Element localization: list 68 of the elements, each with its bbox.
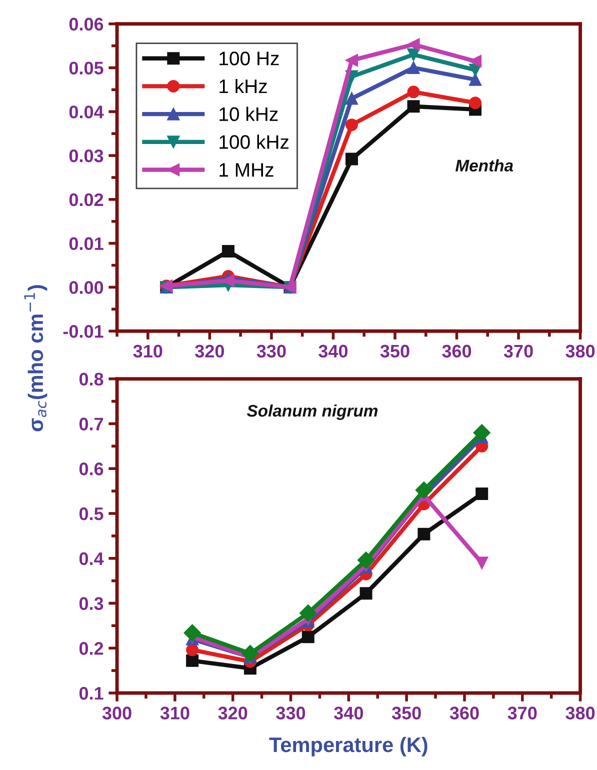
point xyxy=(222,244,234,258)
y-tick-label: -0.01 xyxy=(63,325,104,338)
x-tick-label: 370 xyxy=(508,706,537,720)
y-tick-label: 0.3 xyxy=(79,597,104,610)
point xyxy=(407,86,420,98)
x-tick-label: 350 xyxy=(380,344,410,358)
legend-label: 10 kHz xyxy=(220,106,278,122)
annotation: Solanum nigrum xyxy=(246,404,378,420)
x-tick-label: 330 xyxy=(276,706,306,720)
point xyxy=(469,96,482,110)
y-tick-label: 0.4 xyxy=(79,552,104,566)
point xyxy=(407,100,420,113)
x-tick-label: 310 xyxy=(160,706,190,720)
legend-label: 1 MHz xyxy=(220,163,274,177)
point xyxy=(186,644,199,656)
point xyxy=(186,654,199,667)
point xyxy=(407,62,420,74)
point xyxy=(469,54,482,68)
y-tick-label: 0.1 xyxy=(79,686,104,700)
point xyxy=(300,604,317,622)
x-tick-label: 320 xyxy=(195,344,224,358)
point xyxy=(345,92,358,105)
legend-label: 1 kHz xyxy=(220,78,267,94)
y-tick-label: 0.00 xyxy=(69,281,104,294)
x-tick-label: 370 xyxy=(504,344,533,358)
point xyxy=(357,552,375,569)
point xyxy=(242,644,259,662)
y-tick-label: 0.6 xyxy=(79,462,104,476)
point xyxy=(476,487,488,500)
y-tick-label: 0.2 xyxy=(79,642,104,655)
x-tick-label: 300 xyxy=(102,706,132,720)
y-tick-label: 0.06 xyxy=(69,18,104,31)
point xyxy=(345,152,358,166)
point xyxy=(302,630,314,644)
point xyxy=(469,73,482,86)
x-axis-title: Temperature (K) xyxy=(269,736,428,756)
y-tick-label: 0.03 xyxy=(69,149,104,162)
point xyxy=(345,118,358,132)
point xyxy=(360,587,372,600)
point xyxy=(473,424,490,442)
point xyxy=(407,48,420,61)
x-tick-label: 340 xyxy=(318,344,348,358)
x-tick-label: 380 xyxy=(566,344,595,358)
point xyxy=(415,482,432,499)
y-tick-label: 0.01 xyxy=(69,237,104,250)
y-tick-label: 0.5 xyxy=(79,507,104,520)
annotation: Mentha xyxy=(455,159,514,172)
x-tick-label: 340 xyxy=(334,706,363,720)
x-tick-label: 330 xyxy=(256,344,286,358)
point xyxy=(184,624,201,642)
point xyxy=(476,556,488,570)
x-tick-label: 310 xyxy=(133,344,162,358)
y-tick-label: 0.05 xyxy=(69,62,104,74)
y-tick-label: 0.04 xyxy=(69,106,104,118)
legend-label: 100 Hz xyxy=(220,52,279,66)
y-tick-label: 0.02 xyxy=(69,193,104,206)
legend-label: 100 kHz xyxy=(220,134,288,149)
point xyxy=(345,54,358,67)
x-tick-label: 360 xyxy=(442,344,472,358)
x-tick-label: 360 xyxy=(450,706,479,720)
x-tick-label: 320 xyxy=(218,706,248,720)
x-tick-label: 380 xyxy=(566,706,595,720)
x-tick-label: 350 xyxy=(392,706,421,720)
y-tick-label: 0.7 xyxy=(79,418,104,430)
y-axis-title: σ$_{ac}$(mho cm$^{−1}$) xyxy=(24,285,48,432)
point xyxy=(407,38,420,51)
point xyxy=(418,528,430,540)
y-tick-label: 0.8 xyxy=(79,372,104,386)
